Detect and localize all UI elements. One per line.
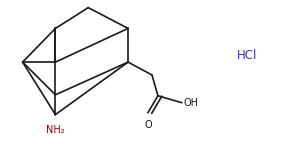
Text: HCl: HCl [237, 49, 258, 62]
Text: NH₂: NH₂ [46, 125, 65, 135]
Text: OH: OH [183, 98, 198, 108]
Text: O: O [144, 120, 152, 130]
